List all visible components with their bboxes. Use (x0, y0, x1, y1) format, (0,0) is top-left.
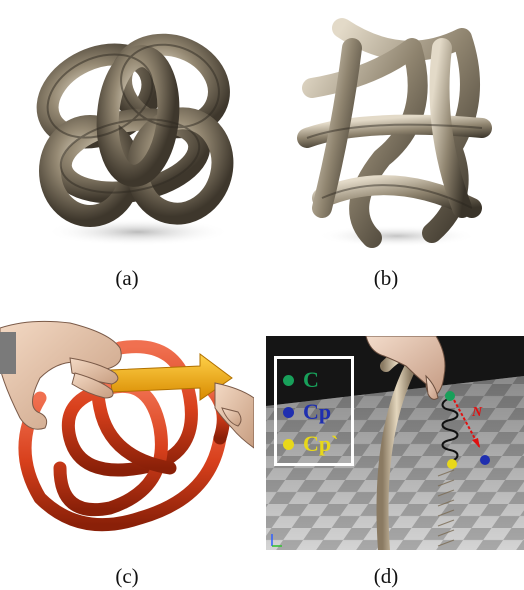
legend-item-cp-prime: Cp` (283, 431, 338, 457)
legend-item-c: C (283, 367, 319, 393)
legend-box: C Cp Cp` (274, 356, 354, 466)
point-cp-prime (447, 459, 457, 469)
legend-label-cp: Cp (303, 399, 331, 425)
vector-label: N (471, 405, 483, 420)
panel-c-image (0, 318, 254, 550)
legend-dot-green-icon (283, 375, 294, 386)
point-c (445, 391, 455, 401)
legend-dot-yellow-icon (283, 439, 294, 450)
point-cp (480, 455, 490, 465)
panel-c-caption: (c) (87, 566, 167, 587)
legend-label-cp-prime: Cp` (303, 431, 338, 457)
panel-a-caption: (a) (87, 268, 167, 289)
legend-label-c: C (303, 367, 319, 393)
panel-b-image (282, 8, 504, 252)
panel-d-caption: (d) (346, 566, 426, 587)
panel-a-image (20, 6, 248, 252)
panel-d-image: N C Cp Cp` (266, 336, 524, 550)
legend-dot-blue-icon (283, 407, 294, 418)
legend-item-cp: Cp (283, 399, 331, 425)
panel-b-caption: (b) (346, 268, 426, 289)
